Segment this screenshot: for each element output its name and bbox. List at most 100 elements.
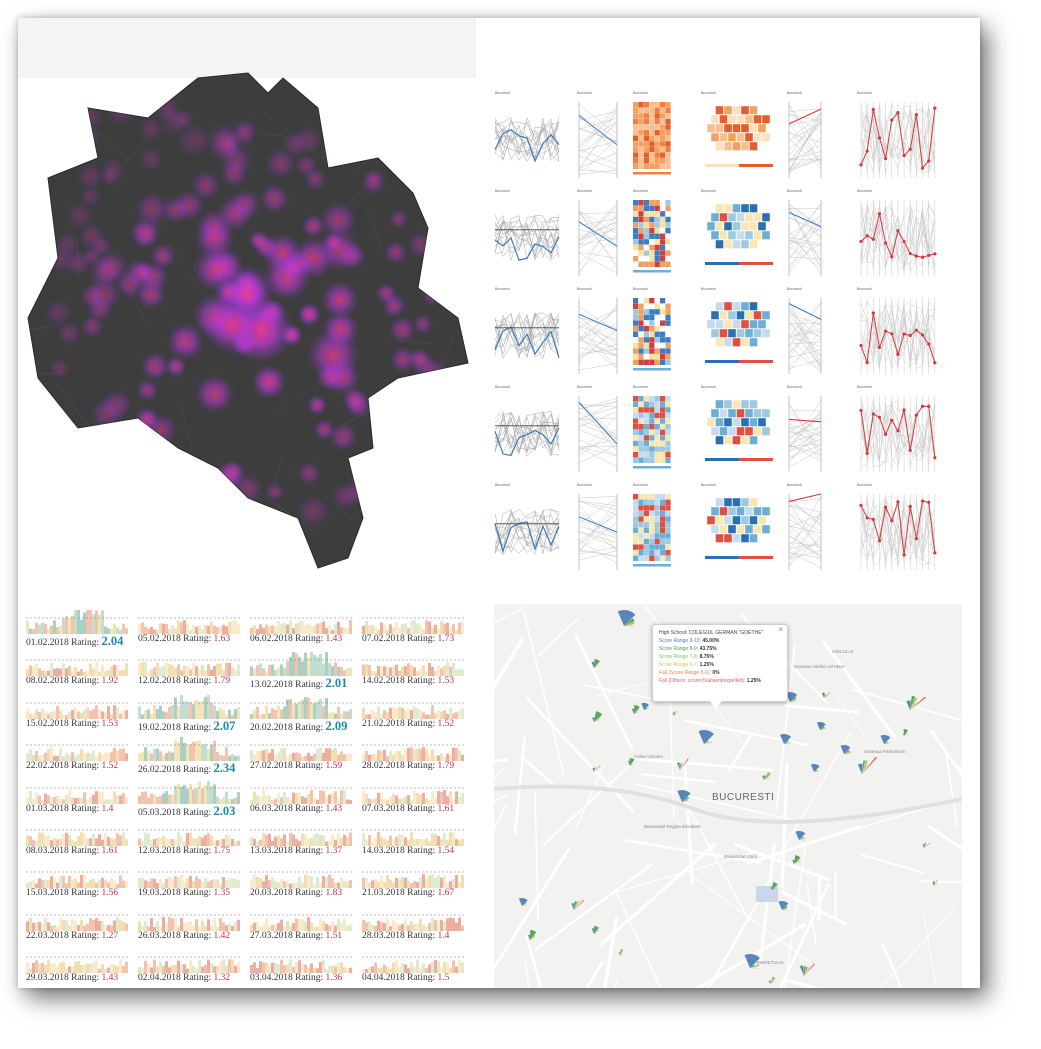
school-result-glyph[interactable] [821,691,831,698]
sparkline-cell: 19.02.2018 Rating: 2.07 [138,691,242,734]
parallel-coordinates-thumbnail: Bucuresti [577,91,618,178]
heat-table-thumbnail: Bucuresti [633,91,671,175]
density-blob [134,406,159,432]
sparkline-cell: 13.02.2018 Rating: 2.01 [250,651,354,690]
school-result-glyph[interactable] [627,758,635,766]
school-map-canvas[interactable] [494,604,962,988]
sparkline-rating-value: 1.5 [437,973,450,984]
sparkline-date: 26.03.2018 [138,930,184,941]
sparkline-chart [250,914,352,931]
tooltip-school-name: COLEGIUL GERMAN "GOETHE" [688,630,764,636]
school-result-glyph[interactable] [698,730,714,744]
school-results-map-panel[interactable]: BUCURESTI Soseaua Pantelimon Bulevardul … [494,604,962,988]
school-result-glyph[interactable] [880,735,891,744]
density-blob [76,485,101,509]
school-result-glyph[interactable] [922,842,931,848]
school-result-glyph[interactable] [518,898,528,906]
school-result-glyph[interactable] [677,790,691,803]
slope-chart-thumbnail: Bucuresti [787,91,822,178]
school-result-glyph[interactable] [816,722,826,730]
sparkline-label: 28.02.2018 Rating: 1.79 [362,761,454,771]
school-result-glyph[interactable] [857,756,877,774]
school-result-glyph[interactable] [672,710,678,716]
sparkline-rating-value: 1.79 [213,676,231,687]
sparkline-date: 26.02.2018 [138,765,184,776]
sparkline-label: 07.02.2018 Rating: 1.73 [362,634,454,644]
school-result-glyph[interactable] [780,734,792,745]
sparkline-rating-value: 1.32 [213,973,231,984]
school-result-glyph[interactable] [676,758,689,770]
school-result-glyph[interactable] [591,659,600,668]
density-blob [383,240,408,265]
school-result-glyph[interactable] [906,695,926,710]
school-result-glyph[interactable] [902,729,909,736]
school-result-glyph[interactable] [744,954,761,969]
sparkline-label: 04.04.2018 Rating: 1.5 [362,973,449,983]
sparkline-chart [138,691,240,719]
density-blob [216,195,253,232]
school-result-glyph[interactable] [631,705,640,714]
sparkline-rating-value: 1.61 [101,846,119,856]
sparkline-rating-value: 2.03 [213,803,236,818]
sparkline-label: 19.02.2018 Rating: 2.07 [138,719,235,734]
heat-table-thumbnail: Bucuresti [633,287,671,371]
school-result-glyph[interactable] [617,610,636,627]
thumbnail-title: Bucuresti [857,483,872,487]
sparkline-cell: 29.03.2018 Rating: 1.43 [26,949,130,987]
school-result-glyph[interactable] [641,703,649,710]
sparkline-date: 27.02.2018 [250,761,296,772]
school-result-glyph[interactable] [592,765,601,772]
school-result-glyph[interactable] [770,882,778,890]
sparkline-chart [362,829,464,846]
school-result-glyph[interactable] [795,831,806,841]
road-line [259,375,333,422]
sparkline-date: 12.03.2018 [138,846,184,856]
tooltip-score-label: Score Range 8-9: [659,646,700,652]
close-icon[interactable]: × [778,625,783,634]
thumbnail-title: Bucuresti [577,385,592,389]
density-blob [132,261,154,283]
thumbnail-title: Bucuresti [701,287,716,291]
sparkline-cell: 21.02.2018 Rating: 1.52 [362,695,466,733]
thumbnail-title: Bucuresti [857,385,872,389]
school-result-glyph[interactable] [932,879,939,886]
school-result-glyph[interactable] [527,930,537,940]
sparkline-rating-value: 1.4 [101,803,114,814]
density-blob [319,201,357,239]
road-line [18,169,26,249]
school-result-glyph[interactable] [840,745,851,755]
thumbnail-title: Bucuresti [633,385,648,389]
sparkline-chart [250,787,352,804]
school-result-glyph[interactable] [592,711,603,722]
slope-chart-thumbnail: Bucuresti [787,385,822,472]
sparkline-rating-label: Rating: [295,930,326,941]
sparkline-rating-label: Rating: [183,765,214,776]
density-blob [135,378,159,402]
density-blob [264,147,297,180]
sparkline-rating-value: 1.61 [437,803,455,814]
sparkline-cell: 14.02.2018 Rating: 1.53 [362,652,466,690]
thumbnail-title: Bucuresti [495,189,510,193]
density-blob [164,355,187,378]
density-blob [320,280,359,319]
tooltip-score-row: Score Range 8-9: 43.75% [659,645,781,653]
density-blob [65,201,94,230]
school-result-glyph[interactable] [591,926,600,934]
school-result-glyph[interactable] [571,899,585,910]
school-result-glyph[interactable] [768,976,776,984]
density-blob [313,418,336,441]
school-result-glyph[interactable] [799,963,815,976]
density-blob [219,159,248,188]
density-blob [50,424,78,452]
school-result-glyph[interactable] [810,764,820,772]
school-result-glyph[interactable] [786,692,798,702]
school-result-glyph[interactable] [618,949,624,956]
sparkline-label: 15.03.2018 Rating: 1.56 [26,888,118,898]
school-result-glyph[interactable] [778,901,789,911]
road-line [364,208,384,249]
sparkline-rating-label: Rating: [71,638,102,648]
street-label: IANCULUI [832,649,854,654]
school-result-glyph[interactable] [762,771,771,780]
school-result-glyph[interactable] [792,855,801,864]
sparkline-rating-value: 1.35 [213,888,231,899]
